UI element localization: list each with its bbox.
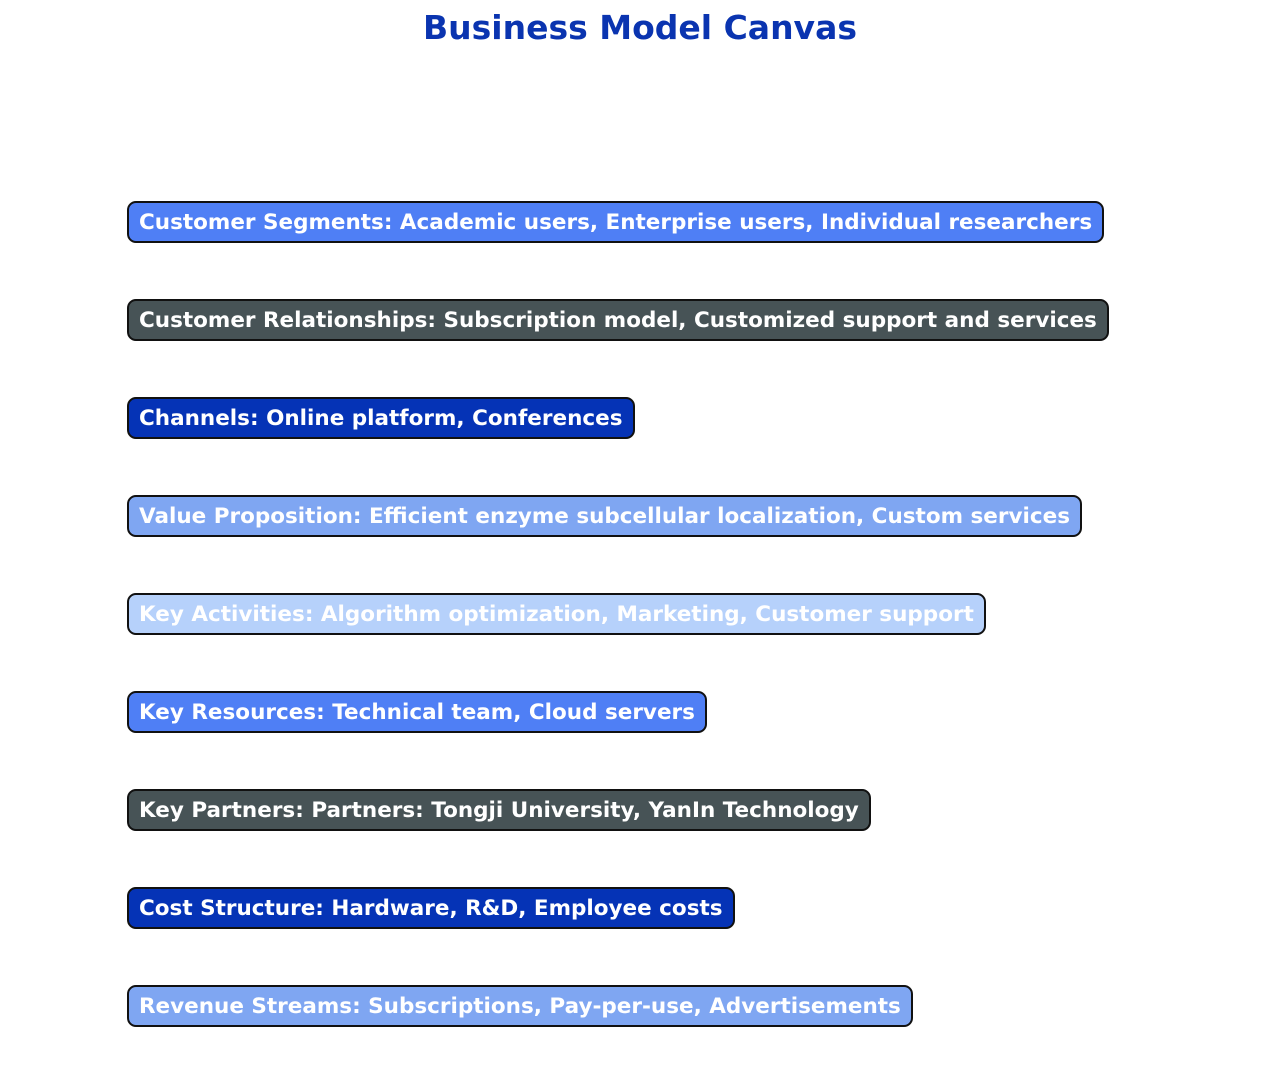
block-label: Customer Relationships [139, 308, 427, 333]
block-key-resources: Key Resources: Technical team, Cloud ser… [127, 691, 707, 733]
block-cost-structure: Cost Structure: Hardware, R&D, Employee … [127, 887, 735, 929]
block-label: Key Activities [139, 602, 305, 627]
block-channels: Channels: Online platform, Conferences [127, 397, 635, 439]
block-label: Key Resources [139, 700, 316, 725]
block-label: Value Proposition [139, 504, 353, 529]
block-text: Technical team, Cloud servers [332, 700, 695, 725]
block-text: Subscription model, Customized support a… [444, 308, 1097, 333]
block-text: Efficient enzyme subcellular localizatio… [369, 504, 1070, 529]
block-label: Revenue Streams [139, 994, 352, 1019]
block-label: Cost Structure [139, 896, 315, 921]
block-text: Online platform, Conferences [266, 406, 622, 431]
block-customer-relationships: Customer Relationships: Subscription mod… [127, 299, 1109, 341]
block-label: Channels [139, 406, 250, 431]
block-customer-segments: Customer Segments: Academic users, Enter… [127, 201, 1104, 243]
block-text: Partners: Tongji University, YanIn Techn… [311, 798, 858, 823]
block-value-proposition: Value Proposition: Efficient enzyme subc… [127, 495, 1082, 537]
block-label: Key Partners [139, 798, 295, 823]
block-text: Academic users, Enterprise users, Indivi… [400, 210, 1092, 235]
page-title: Business Model Canvas [0, 8, 1280, 48]
block-text: Algorithm optimization, Marketing, Custo… [321, 602, 974, 627]
block-key-partners: Key Partners: Partners: Tongji Universit… [127, 789, 871, 831]
block-text: Subscriptions, Pay-per-use, Advertisemen… [368, 994, 901, 1019]
block-label: Customer Segments [139, 210, 384, 235]
block-text: Hardware, R&D, Employee costs [331, 896, 722, 921]
block-revenue-streams: Revenue Streams: Subscriptions, Pay-per-… [127, 985, 913, 1027]
block-key-activities: Key Activities: Algorithm optimization, … [127, 593, 986, 635]
